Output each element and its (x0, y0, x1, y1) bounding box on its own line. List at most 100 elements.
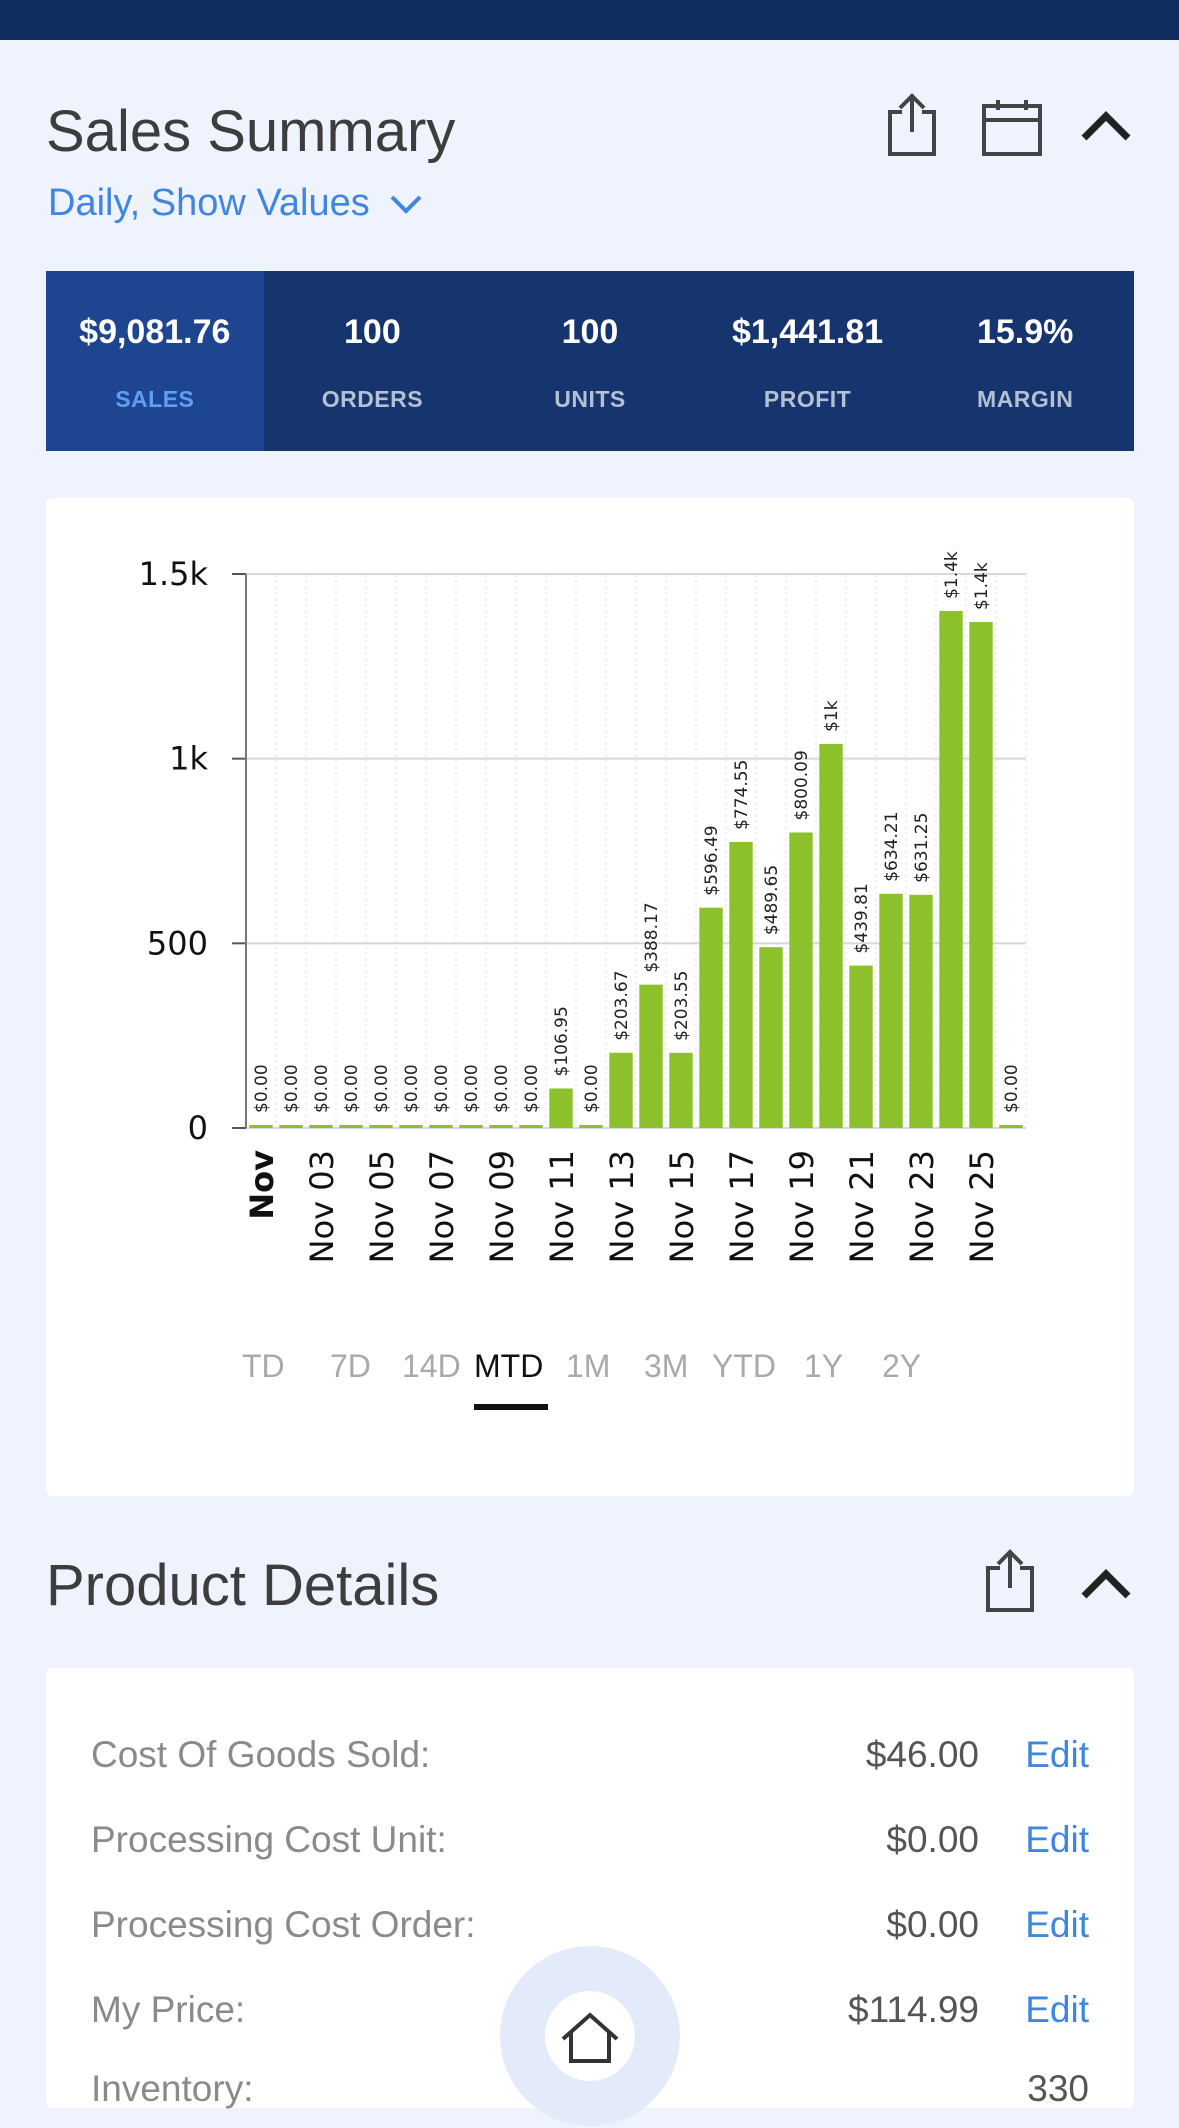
home-button[interactable] (545, 1991, 635, 2081)
bar-value-label: $0.00 (402, 1064, 422, 1113)
stat-value: $9,081.76 (79, 313, 231, 351)
x-tick-label: Nov 07 (423, 1150, 461, 1263)
edit-link[interactable]: Edit (1025, 1989, 1089, 2030)
tab-2y[interactable]: 2Y (882, 1348, 922, 1384)
tab-14d[interactable]: 14D (402, 1348, 461, 1384)
bar (309, 1125, 333, 1128)
stat-label: SALES (115, 386, 195, 412)
detail-label: Inventory: (91, 2068, 254, 2109)
bar-value-label: $1.4k (972, 562, 992, 610)
stat-units[interactable]: 100 UNITS (481, 271, 699, 451)
detail-label: Processing Cost Unit: (91, 1819, 447, 1860)
tab-7d[interactable]: 7D (330, 1348, 371, 1384)
x-tick-label: Nov (243, 1150, 281, 1220)
detail-label: Cost Of Goods Sold: (91, 1734, 431, 1775)
detail-label: Processing Cost Order: (91, 1904, 476, 1945)
bar (519, 1125, 543, 1128)
chevron-up-icon[interactable] (1078, 1566, 1134, 1607)
share-icon[interactable] (982, 1548, 1038, 1619)
x-tick-label: Nov 09 (483, 1150, 521, 1263)
x-tick-label: Nov 11 (543, 1150, 581, 1263)
stat-orders[interactable]: 100 ORDERS (264, 271, 482, 451)
detail-label: My Price: (91, 1989, 246, 2030)
bar-value-label: $0.00 (312, 1064, 332, 1113)
tab-1y[interactable]: 1Y (804, 1348, 844, 1384)
tab-ytd[interactable]: YTD (712, 1348, 776, 1384)
bar (669, 1052, 693, 1128)
bar-value-label: $0.00 (1002, 1064, 1022, 1113)
bar (729, 841, 753, 1128)
bar (549, 1088, 573, 1128)
bar-value-label: $1k (822, 700, 842, 732)
bar-value-label: $634.21 (882, 811, 902, 881)
tab-1m[interactable]: 1M (566, 1348, 611, 1384)
stat-profit[interactable]: $1,441.81 PROFIT (699, 271, 917, 451)
bar-value-label: $0.00 (372, 1064, 392, 1113)
bar-value-label: $489.65 (762, 865, 782, 935)
stat-label: UNITS (554, 386, 626, 412)
x-tick-label: Nov 19 (783, 1150, 821, 1263)
stat-sales[interactable]: $9,081.76 SALES (46, 271, 264, 451)
detail-row-processing-unit: Processing Cost Unit: $0.00 Edit (46, 1819, 1134, 1879)
sales-summary-title: Sales Summary (46, 99, 456, 164)
bar (249, 1125, 273, 1128)
period-label: Daily, Show Values (48, 182, 370, 224)
active-tab-underline (474, 1404, 548, 1410)
bar (879, 893, 903, 1128)
tab-td[interactable]: TD (242, 1348, 285, 1384)
edit-link[interactable]: Edit (1025, 1734, 1089, 1775)
top-nav-bar (0, 0, 1179, 40)
home-icon (561, 2012, 619, 2063)
detail-value: $0.00 (886, 1819, 979, 1860)
bar (699, 907, 723, 1128)
x-tick-label: Nov 25 (963, 1150, 1001, 1263)
edit-link[interactable]: Edit (1025, 1904, 1089, 1945)
bar (279, 1125, 303, 1128)
period-dropdown[interactable]: Daily, Show Values (48, 182, 424, 225)
stat-value: 15.9% (976, 313, 1074, 351)
bar (399, 1125, 423, 1128)
stats-bar: $9,081.76 SALES 100 ORDERS 100 UNITS $1,… (46, 271, 1134, 451)
bar-value-label: $631.25 (912, 813, 932, 883)
bar (639, 984, 663, 1128)
bar-value-label: $800.09 (792, 750, 812, 820)
bar-value-label: $203.55 (672, 971, 692, 1041)
stat-label: MARGIN (977, 386, 1074, 412)
stat-label: PROFIT (763, 386, 852, 412)
bar-value-label: $106.95 (552, 1006, 572, 1076)
calendar-icon[interactable] (980, 98, 1044, 163)
detail-row-processing-order: Processing Cost Order: $0.00 Edit (46, 1904, 1134, 1964)
product-details-card: Cost Of Goods Sold: $46.00 Edit Processi… (46, 1668, 1134, 2109)
bar-value-label: $0.00 (282, 1064, 302, 1113)
y-tick-label: 0 (188, 1109, 208, 1147)
detail-value: $114.99 (848, 1989, 979, 2030)
x-tick-label: Nov 23 (903, 1150, 941, 1263)
y-tick-label: 1k (169, 740, 208, 778)
bar-value-label: $774.55 (732, 760, 752, 830)
bar-value-label: $388.17 (642, 902, 662, 972)
bar (459, 1125, 483, 1128)
detail-value: $46.00 (865, 1734, 979, 1775)
tab-mtd[interactable]: MTD (474, 1348, 544, 1384)
bar (609, 1052, 633, 1128)
stat-value: 100 (561, 313, 619, 351)
detail-value: $0.00 (886, 1904, 979, 1945)
bar-value-label: $439.81 (852, 883, 872, 953)
detail-row-my-price: My Price: $114.99 Edit (46, 1989, 1134, 2049)
tab-3m[interactable]: 3M (644, 1348, 689, 1384)
x-tick-label: Nov 21 (843, 1150, 881, 1263)
chevron-up-icon[interactable] (1078, 108, 1134, 149)
edit-link[interactable]: Edit (1025, 1819, 1089, 1860)
bar-value-label: $203.67 (612, 970, 632, 1040)
x-tick-label: Nov 15 (663, 1150, 701, 1263)
share-icon[interactable] (884, 92, 940, 163)
stat-margin[interactable]: 15.9% MARGIN (916, 271, 1134, 451)
bar (909, 894, 933, 1128)
bar (999, 1125, 1023, 1128)
bar (489, 1125, 513, 1128)
product-details-title: Product Details (46, 1553, 440, 1618)
bar (369, 1125, 393, 1128)
y-tick-label: 500 (147, 924, 208, 962)
detail-row-cogs: Cost Of Goods Sold: $46.00 Edit (46, 1734, 1134, 1794)
bar (939, 610, 963, 1128)
